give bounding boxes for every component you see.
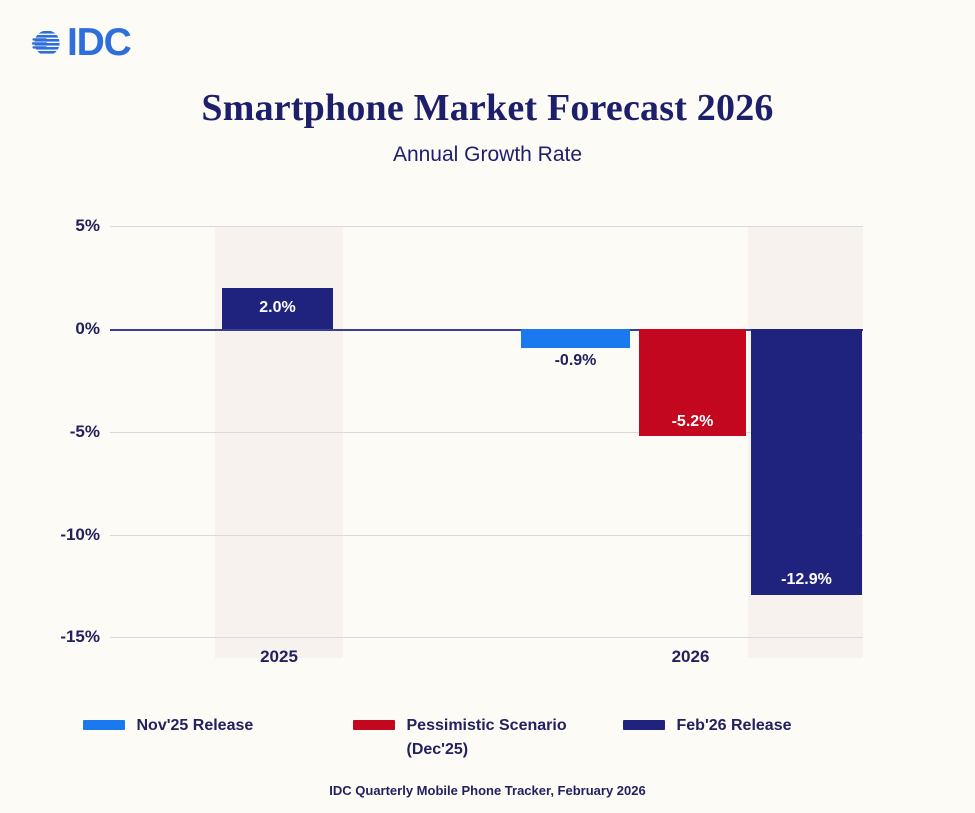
bar-value-label: -12.9% <box>781 571 832 588</box>
gridline-neg5 <box>110 432 863 433</box>
legend-item-nov25[interactable]: Nov'25 Release <box>82 714 353 761</box>
page-subtitle: Annual Growth Rate <box>392 143 583 166</box>
chart-plot-area: 5% 0% -5% -10% -15% 2.0% -0.9% -5.2% -12… <box>60 216 863 666</box>
idc-logo: IDC <box>30 21 132 64</box>
chart-legend: Nov'25 Release Pessimistic Scenario (Dec… <box>0 714 975 761</box>
y-tick-label: 5% <box>75 216 100 235</box>
bar-value-label: -0.9% <box>554 352 597 369</box>
y-tick-label: -5% <box>69 422 100 441</box>
bar-value-label: 2.0% <box>259 299 296 316</box>
bar-2026-feb26[interactable] <box>751 329 862 595</box>
bar-2025-feb26[interactable] <box>222 288 333 329</box>
legend-label: Feb'26 Release <box>676 717 792 734</box>
gridline-neg15 <box>110 637 863 638</box>
source-note: IDC Quarterly Mobile Phone Tracker, Febr… <box>329 783 646 798</box>
legend-item-feb26[interactable]: Feb'26 Release <box>622 714 893 761</box>
bar-2026-nov25[interactable] <box>521 329 630 348</box>
legend-label: Pessimistic Scenario (Dec'25) <box>406 717 567 758</box>
y-tick-label: -10% <box>60 525 100 544</box>
legend-swatch-icon <box>352 720 395 730</box>
bar-2026-pessimistic[interactable] <box>639 329 746 436</box>
y-tick-label: -15% <box>60 627 100 646</box>
legend-swatch-icon <box>82 720 125 730</box>
legend-label: Nov'25 Release <box>136 717 254 734</box>
x-tick-label-2025: 2025 <box>260 647 298 666</box>
legend-item-pessimistic[interactable]: Pessimistic Scenario (Dec'25) <box>352 714 623 761</box>
y-tick-label: 0% <box>75 319 100 338</box>
bar-value-label: -5.2% <box>671 413 714 430</box>
gridline-5 <box>110 226 863 227</box>
idc-globe-icon <box>31 30 60 54</box>
idc-wordmark: IDC <box>67 21 132 64</box>
x-tick-label-2026: 2026 <box>671 647 710 666</box>
page-title: Smartphone Market Forecast 2026 <box>201 87 774 129</box>
gridline-neg10 <box>110 535 863 536</box>
gridline-zero <box>110 329 863 331</box>
legend-swatch-icon <box>622 720 665 730</box>
